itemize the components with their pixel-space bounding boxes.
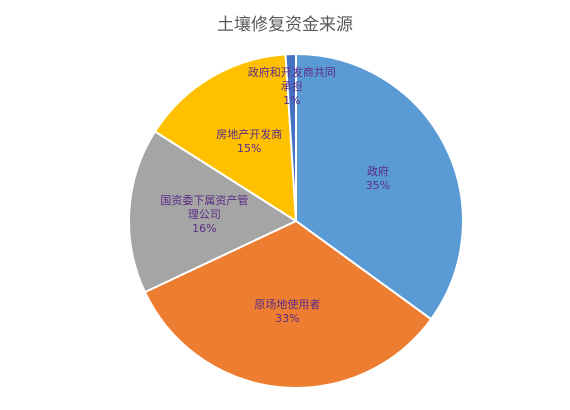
pie-slice	[295, 52, 464, 321]
slice-name: 原场地使用者	[254, 298, 321, 312]
chart-title: 土壤修复资金来源	[217, 15, 353, 35]
data-label: 政府 35%	[318, 165, 438, 193]
slice-name: 房地产开发商	[216, 127, 283, 141]
slice-name: 政府	[366, 165, 389, 179]
slice-percent: 35%	[365, 179, 391, 193]
slice-percent: 33%	[275, 312, 300, 326]
slice-percent: 16%	[192, 222, 217, 236]
slice-percent: 15%	[237, 141, 262, 155]
pie-slice	[284, 52, 297, 222]
pie-slice	[143, 219, 433, 389]
data-label: 原场地使用者 33%	[227, 298, 347, 326]
data-label: 房地产开发商 15%	[189, 128, 309, 156]
slice-percent: 1%	[283, 94, 301, 108]
slice-name: 政府和开发商共同承担	[247, 66, 336, 94]
data-label: 政府和开发商共同承担 1%	[244, 66, 340, 108]
data-label: 国资委下属资产管理公司 16%	[156, 194, 252, 236]
pie-slice	[128, 130, 299, 294]
slice-name: 国资委下属资产管理公司	[160, 194, 249, 222]
pie-slice	[153, 53, 298, 223]
